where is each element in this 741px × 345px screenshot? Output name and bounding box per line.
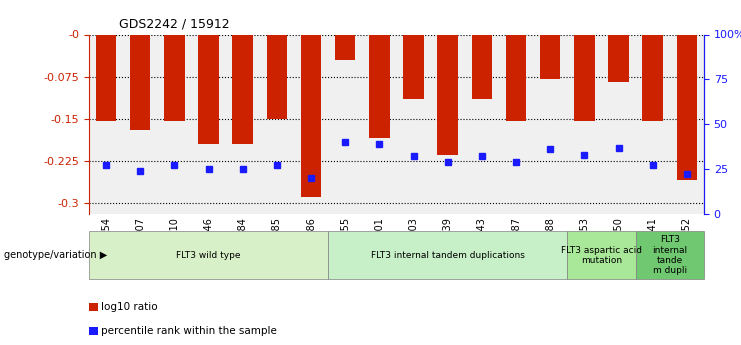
Text: FLT3 internal tandem duplications: FLT3 internal tandem duplications xyxy=(370,251,525,260)
Bar xyxy=(199,34,219,144)
Bar xyxy=(437,34,458,155)
Bar xyxy=(403,34,424,99)
Bar xyxy=(233,34,253,144)
Bar xyxy=(677,34,697,180)
Bar xyxy=(164,34,185,121)
Text: FLT3 wild type: FLT3 wild type xyxy=(176,251,241,260)
Bar xyxy=(574,34,594,121)
Bar xyxy=(301,34,322,197)
Bar xyxy=(540,34,560,79)
Bar xyxy=(96,34,116,121)
Bar xyxy=(335,34,356,60)
Text: percentile rank within the sample: percentile rank within the sample xyxy=(101,326,276,336)
Bar xyxy=(642,34,663,121)
Text: log10 ratio: log10 ratio xyxy=(101,302,157,312)
Text: FLT3
internal
tande
m dupli: FLT3 internal tande m dupli xyxy=(652,235,688,275)
Text: FLT3 aspartic acid
mutation: FLT3 aspartic acid mutation xyxy=(561,246,642,265)
Bar xyxy=(369,34,390,138)
Bar xyxy=(506,34,526,121)
Bar xyxy=(608,34,629,82)
Bar xyxy=(130,34,150,130)
Bar xyxy=(267,34,287,119)
Bar xyxy=(471,34,492,99)
Text: GDS2242 / 15912: GDS2242 / 15912 xyxy=(119,17,229,30)
Text: genotype/variation ▶: genotype/variation ▶ xyxy=(4,250,107,260)
